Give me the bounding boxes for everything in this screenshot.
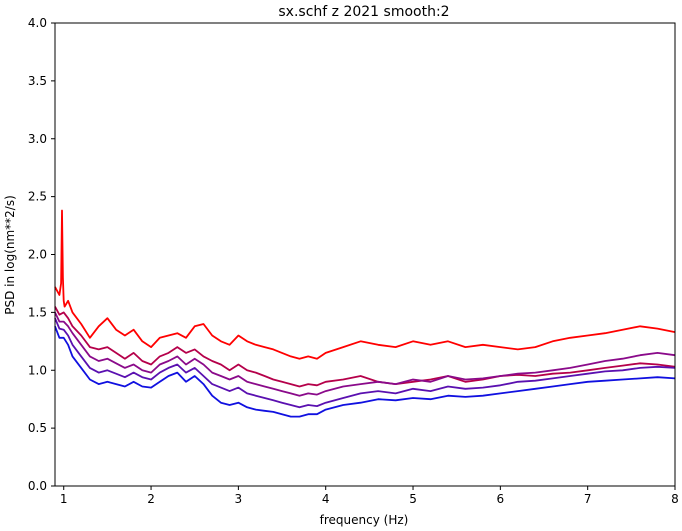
y-tick-label: 2.5 bbox=[28, 190, 47, 204]
series-line-1 bbox=[54, 209, 676, 360]
plot-frame bbox=[54, 22, 676, 487]
x-tick-label: 6 bbox=[497, 492, 505, 506]
x-axis-title: frequency (Hz) bbox=[320, 513, 409, 527]
axes-layer: 1 2 3 4 5 6 7 8 0.0 0.5 1.0 1.5 2.0 2.5 3.0 3.5 4.0 bbox=[28, 16, 679, 506]
series-line-2 bbox=[54, 306, 676, 388]
x-tick-label: 4 bbox=[322, 492, 330, 506]
series-line-3 bbox=[54, 312, 676, 397]
y-tick-label: 3.5 bbox=[28, 74, 47, 88]
chart-title: sx.schf z 2021 smooth:2 bbox=[278, 4, 449, 20]
x-tick-label: 1 bbox=[60, 492, 68, 506]
x-tick-label: 2 bbox=[147, 492, 155, 506]
y-axis-title: PSD in log(nm**2/s) bbox=[3, 195, 17, 315]
x-tick-label: 3 bbox=[235, 492, 243, 506]
y-tick-label: 1.0 bbox=[28, 363, 47, 377]
series-line-5 bbox=[54, 325, 676, 418]
y-tick-label: 0.0 bbox=[28, 479, 47, 493]
x-tick-label: 7 bbox=[584, 492, 592, 506]
y-tick-label: 1.5 bbox=[28, 305, 47, 319]
y-tick-label: 0.5 bbox=[28, 421, 47, 435]
y-tick-label: 3.0 bbox=[28, 132, 47, 146]
y-tick-label: 4.0 bbox=[28, 16, 47, 30]
series-layer bbox=[54, 209, 676, 418]
y-tick-label: 2.0 bbox=[28, 248, 47, 262]
x-tick-label: 8 bbox=[671, 492, 679, 506]
x-tick-label: 5 bbox=[409, 492, 417, 506]
series-line-4 bbox=[54, 317, 676, 409]
